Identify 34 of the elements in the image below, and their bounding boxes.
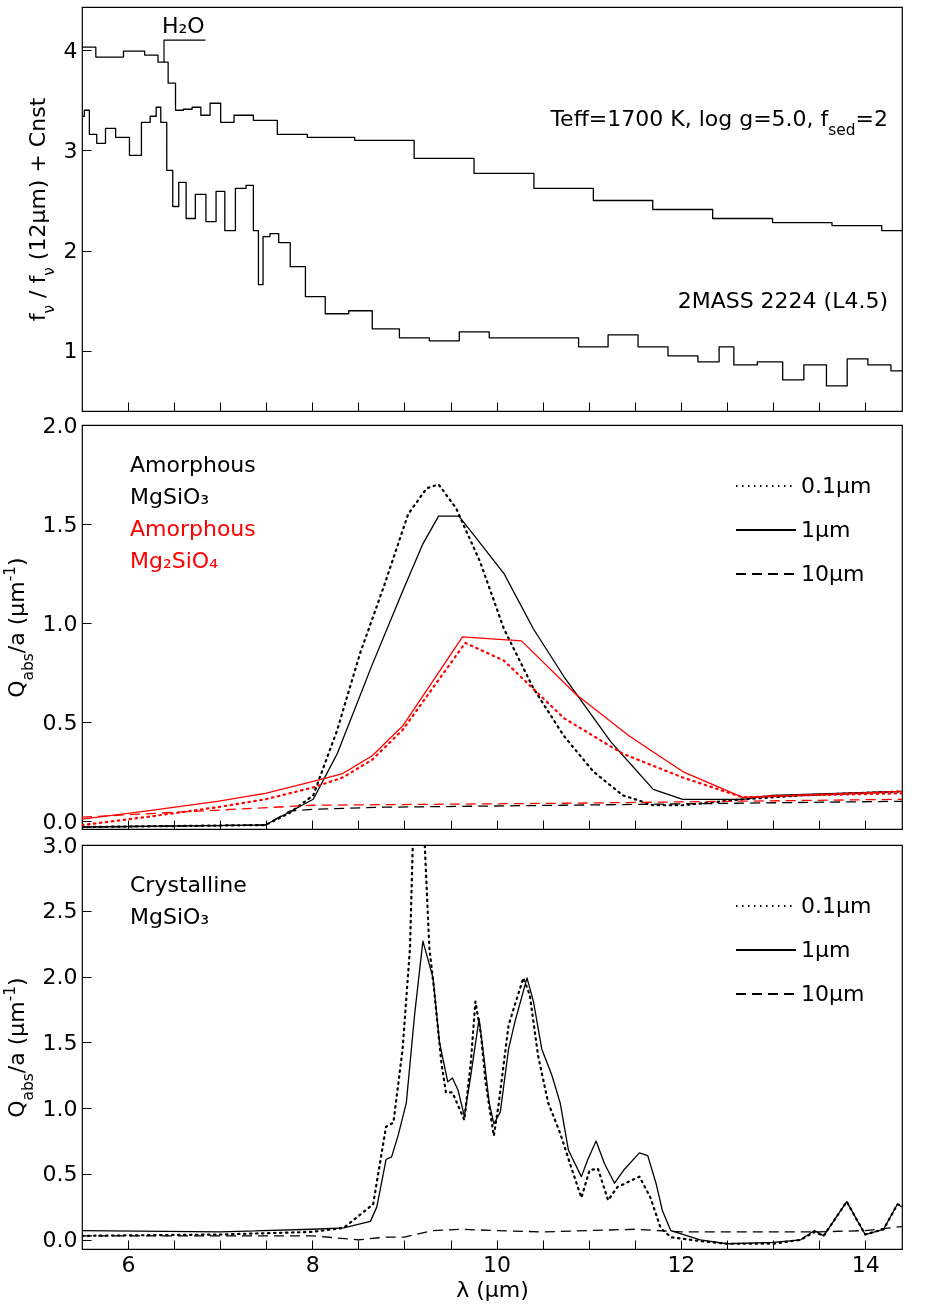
- annotation: H₂O: [162, 13, 205, 39]
- annotation: Crystalline MgSiO₃: [130, 872, 247, 929]
- y-tick-label: 0.0: [42, 1227, 78, 1253]
- annotation: Amorphous Mg₂SiO₄: [130, 516, 256, 573]
- y-tick-label: 1.5: [42, 1029, 78, 1055]
- legend-label: 0.1μm: [801, 473, 872, 498]
- y-tick-label: 2.0: [42, 412, 78, 438]
- legend-label: 10μm: [801, 981, 865, 1006]
- x-tick-label: 6: [121, 1251, 136, 1277]
- x-tick-label: 14: [851, 1251, 880, 1277]
- y-tick-label: 0.0: [42, 808, 78, 834]
- y-tick-label: 1.0: [42, 610, 78, 636]
- y-tick-label: 3: [63, 137, 78, 163]
- y-tick-label: 1.0: [42, 1095, 78, 1121]
- y-tick-label: 2.0: [42, 964, 78, 990]
- y-tick-label: 4: [63, 37, 78, 63]
- x-tick-label: 12: [667, 1251, 696, 1277]
- x-tick-label: 8: [305, 1251, 320, 1277]
- series-label: Teff=1700 K, log g=5.0, f$_{sed}$=2: [549, 105, 888, 139]
- y-tick-label: 1: [63, 338, 78, 364]
- y-tick-label: 2.5: [42, 898, 78, 924]
- legend-label: 0.1μm: [801, 893, 872, 918]
- y-tick-label: 0.5: [42, 709, 78, 735]
- y-tick-label: 0.5: [42, 1161, 78, 1187]
- y-tick-label: 2: [63, 238, 78, 264]
- y-tick-label: 1.5: [42, 511, 78, 537]
- y-tick-label: 3.0: [42, 832, 78, 858]
- legend-label: 1μm: [801, 517, 851, 542]
- annotation: Amorphous MgSiO₃: [130, 452, 256, 509]
- legend-label: 10μm: [801, 561, 865, 586]
- x-tick-label: 10: [483, 1251, 512, 1277]
- legend-label: 1μm: [801, 937, 851, 962]
- x-axis-title: λ (μm): [456, 1276, 529, 1302]
- series-label: 2MASS 2224 (L4.5): [677, 287, 888, 313]
